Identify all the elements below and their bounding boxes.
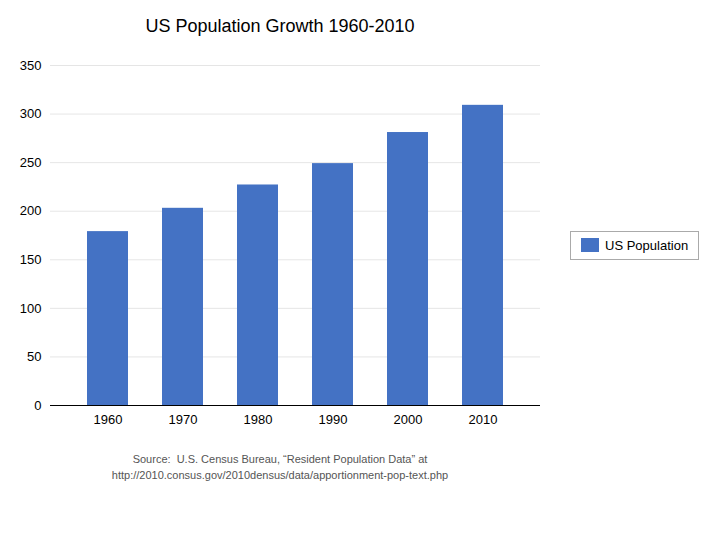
- svg-text:350: 350: [20, 58, 42, 73]
- html-text:http://2010.consus.gov/2010den: http://2010.consus.gov/2010densus/data/a…: [111, 469, 449, 481]
- svg-text:1980: 1980: [244, 412, 273, 427]
- html-text:US Population: US Population: [605, 237, 689, 253]
- svg-text:2000: 2000: [394, 412, 423, 427]
- svg-text:150: 150: [20, 252, 42, 267]
- html-text:Source: U.S. Census Bureau, “R: Source: U.S. Census Bureau, “Resident Po…: [132, 453, 428, 465]
- svg-text:250: 250: [20, 155, 42, 170]
- html-text:US Population Growth 1960-2010: US Population Growth 1960-2010: [145, 16, 415, 36]
- svg-text:50: 50: [27, 349, 41, 364]
- svg-text:200: 200: [20, 203, 42, 218]
- svg-text:1970: 1970: [169, 412, 198, 427]
- svg-text:1990: 1990: [319, 412, 348, 427]
- svg-text:300: 300: [20, 106, 42, 121]
- svg-text:1960: 1960: [94, 412, 123, 427]
- svg-text:2010: 2010: [469, 412, 498, 427]
- svg-text:100: 100: [20, 301, 42, 316]
- svg-text:0: 0: [34, 398, 41, 413]
